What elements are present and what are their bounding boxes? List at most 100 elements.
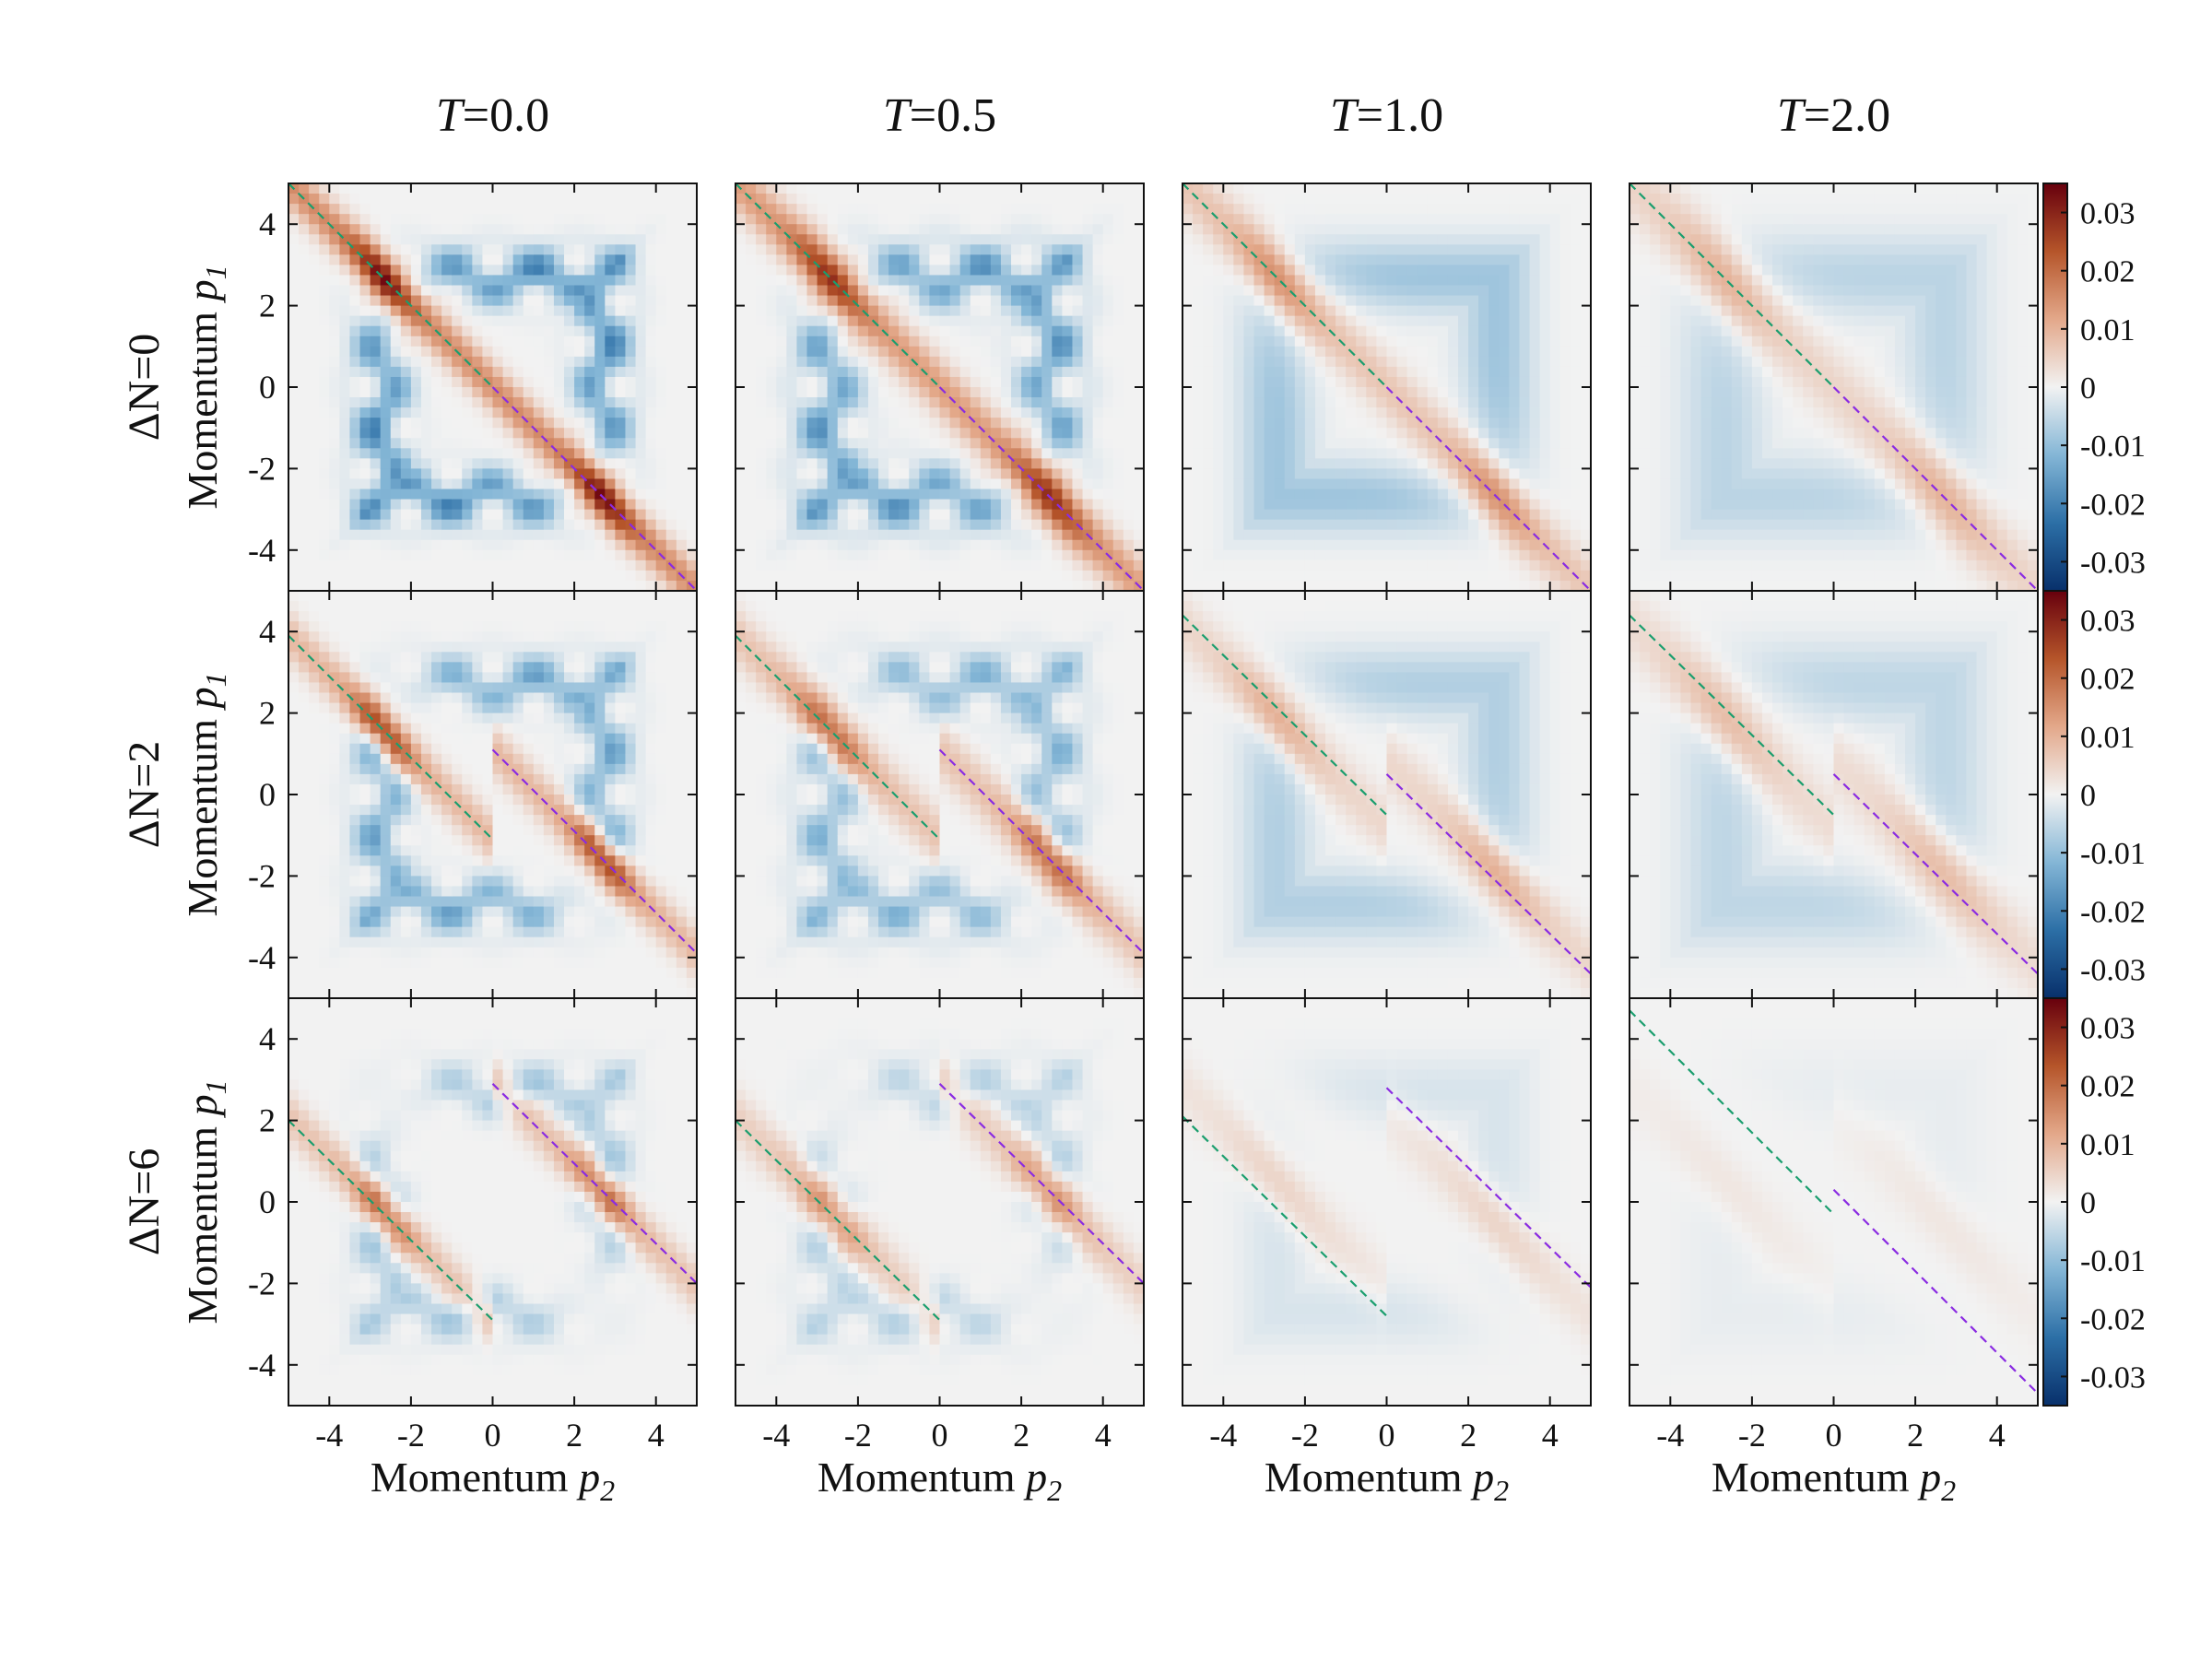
heatmap-cell [1243,194,1255,205]
heatmap-cell [1630,519,1641,531]
heatmap-cell [1203,519,1214,531]
heatmap-cell [1529,265,1541,277]
heatmap-cell [615,570,627,582]
heatmap-cell [339,275,351,287]
heatmap-cell [1112,224,1124,235]
heatmap-cell [1447,183,1459,194]
heatmap-cell [299,183,310,194]
heatmap-cell [1193,529,1204,541]
heatmap-cell [400,244,412,255]
heatmap-cell [319,315,330,327]
heatmap-cell [1499,285,1510,297]
heatmap-cell [990,295,1002,307]
heatmap-cell [1458,387,1469,398]
heatmap-cell [1102,458,1114,469]
heatmap-cell [349,418,361,429]
heatmap-cell [786,387,798,398]
heatmap-cell [1072,468,1084,480]
heatmap-cell [1223,376,1234,388]
heatmap-cell [1325,224,1336,235]
heatmap-cell [1072,224,1084,235]
heatmap-cell [1123,183,1135,194]
heatmap-cell [959,356,971,368]
heatmap-cell [1539,549,1551,561]
heatmap-cell [349,366,361,378]
heatmap-cell [1539,214,1551,225]
heatmap-cell [1264,529,1276,541]
heatmap-cell [899,234,910,245]
heatmap-cell [1264,397,1276,408]
heatmap-cell [1509,305,1521,317]
heatmap-cell [349,346,361,358]
heatmap-cell [1112,315,1124,327]
heatmap-cell [339,366,351,378]
heatmap-cell [370,387,382,398]
heatmap-cell [1386,346,1398,358]
heatmap-cell [970,204,982,215]
heatmap-cell [1478,295,1489,307]
heatmap-cell [410,244,422,255]
heatmap-cell [776,356,787,368]
heatmap-cell [1427,376,1439,388]
heatmap-cell [817,244,829,255]
heatmap-cell [584,183,595,194]
heatmap-cell [1417,325,1429,337]
heatmap-cell [796,580,808,591]
heatmap-cell [1386,570,1398,582]
heatmap-cell [1041,458,1053,469]
heatmap-cell [1376,204,1388,215]
heatmap-cell [1417,458,1429,469]
heatmap-cell [462,570,473,582]
heatmap-cell [410,295,422,307]
heatmap-cell [309,580,320,591]
heatmap-cell [482,407,494,418]
heatmap-cell [878,285,889,297]
heatmap-cell [929,519,941,531]
heatmap-cell [1519,418,1531,429]
heatmap-cell [462,458,473,469]
heatmap-cell [370,305,382,317]
heatmap-cell [1346,509,1357,521]
heatmap-cell [676,509,688,521]
heatmap-cell [980,468,992,480]
heatmap-cell [990,489,1002,500]
heatmap-cell [553,448,565,459]
heatmap-cell [1376,509,1388,521]
heatmap-cell [1253,529,1265,541]
heatmap-cell [523,387,535,398]
heatmap-cell [339,559,351,571]
heatmap-cell [1193,539,1204,551]
heatmap-cell [939,539,951,551]
heatmap-cell [857,509,869,521]
heatmap-cell [533,325,545,337]
heatmap-cell [909,549,920,561]
heatmap-cell [929,499,941,511]
heatmap-cell [1630,214,1641,225]
heatmap-cell [766,244,777,255]
heatmap-cell [1437,489,1449,500]
heatmap-cell [472,448,484,459]
heatmap-cell [349,285,361,297]
heatmap-cell [288,366,300,378]
heatmap-cell [400,468,412,480]
heatmap-cell [1000,183,1012,194]
heatmap-cell [1112,285,1124,297]
heatmap-cell [1539,407,1551,418]
heatmap-cell [482,539,494,551]
heatmap-cell [482,549,494,561]
heatmap-cell [990,265,1002,277]
heatmap-cell [1062,559,1074,571]
heatmap-cell [1314,366,1326,378]
heatmap-cell [929,387,941,398]
heatmap-cell [1499,305,1510,317]
heatmap-cell [431,234,442,245]
heatmap-cell [605,458,616,469]
heatmap-cell [1031,458,1042,469]
y-axis-title: Momentum p1 [179,265,232,509]
heatmap-cell [1223,315,1234,327]
heatmap-cell [1478,325,1489,337]
heatmap-cell [776,346,787,358]
heatmap-cell [1396,254,1408,265]
heatmap-cell [1325,397,1336,408]
heatmap-cell [380,244,392,255]
